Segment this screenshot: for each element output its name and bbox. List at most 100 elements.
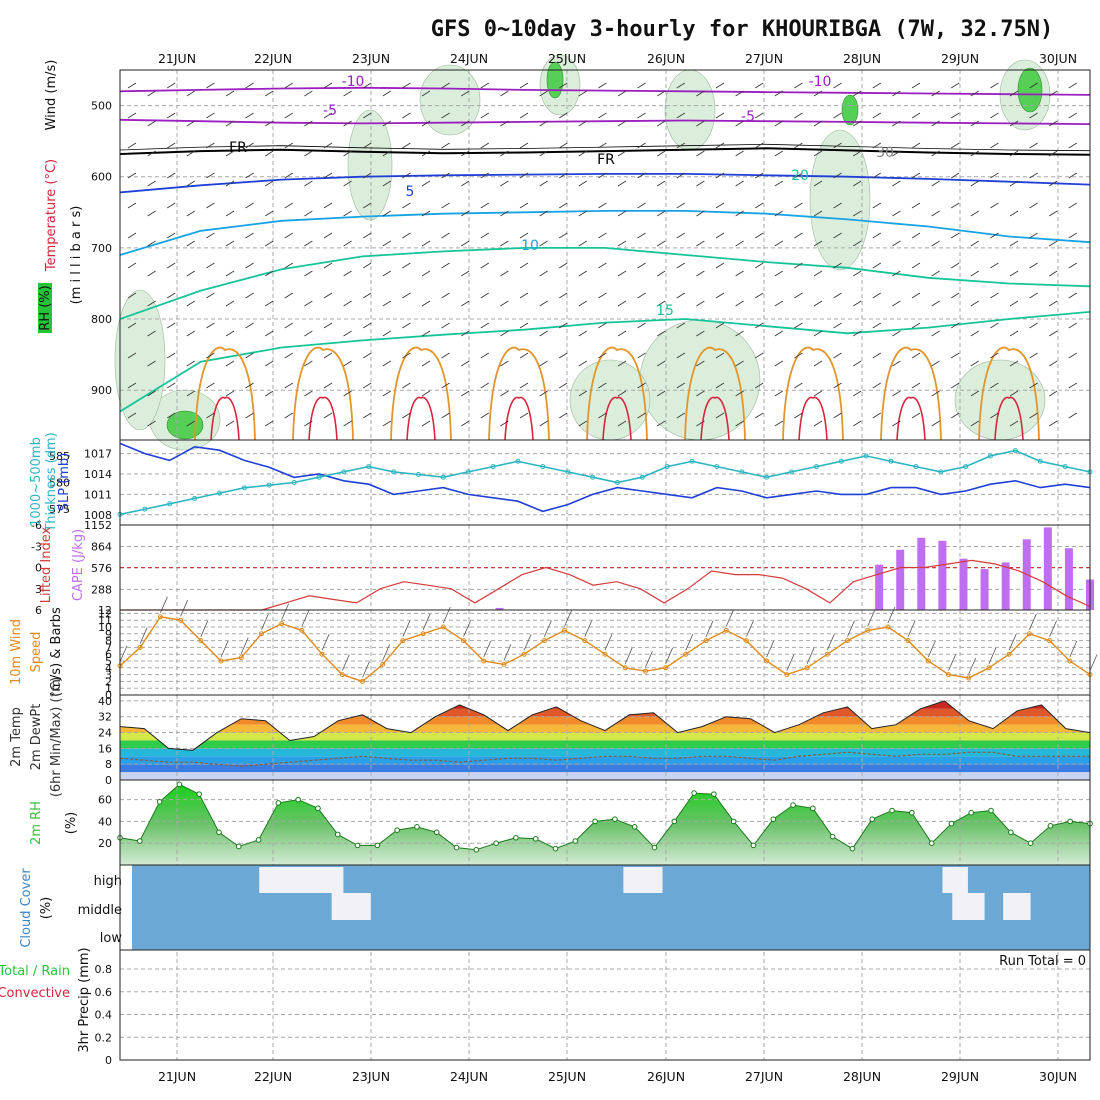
wind-barb xyxy=(147,300,156,307)
wind-barb xyxy=(852,150,862,157)
wind-point xyxy=(541,638,547,644)
wind-barb xyxy=(343,390,352,397)
wind-barb xyxy=(931,300,940,307)
wind-barb xyxy=(1009,210,1019,217)
wind-barb xyxy=(1068,262,1078,269)
wind-barb xyxy=(598,142,607,149)
wind-barb xyxy=(598,412,607,419)
wind-barb xyxy=(656,360,666,367)
wind-barb xyxy=(166,82,176,89)
wind-barb xyxy=(696,330,705,337)
wind-barb xyxy=(343,420,352,427)
pressure-tick: 700 xyxy=(91,242,112,255)
contour-label: 20 xyxy=(791,168,809,184)
rh-point xyxy=(374,842,381,849)
wind-barb xyxy=(519,142,529,149)
wind-barb xyxy=(1009,360,1019,367)
wind-barb xyxy=(794,352,803,359)
label-2m-dewpt: 2m DewPt xyxy=(29,704,44,771)
wind-tick: 3 xyxy=(105,669,112,682)
wind-barb xyxy=(911,82,921,89)
rh-point xyxy=(631,824,638,830)
wind-barb xyxy=(421,300,431,307)
wind-barb xyxy=(656,300,666,307)
wind-barb xyxy=(558,112,568,119)
rh-shade xyxy=(419,64,481,136)
wind-barb xyxy=(441,172,450,179)
rh-point xyxy=(1008,829,1014,836)
wind-barb xyxy=(656,120,666,127)
wind-barb xyxy=(676,142,686,149)
contour-label: -5 xyxy=(323,103,337,119)
thickness-point xyxy=(465,469,471,475)
wind-barb xyxy=(147,240,156,247)
precip-tick: 0.6 xyxy=(95,986,113,999)
wind-barb xyxy=(343,180,352,187)
wind-barb xyxy=(500,240,509,247)
hot-contour xyxy=(210,396,240,441)
slp-tick: 1014 xyxy=(84,468,112,481)
wind-point xyxy=(683,651,689,657)
wind-barb xyxy=(715,322,725,329)
wind-barb xyxy=(852,90,862,97)
wind-barb xyxy=(402,412,411,419)
wind-barb xyxy=(147,420,156,427)
thickness-point xyxy=(366,464,372,470)
wind-barb xyxy=(480,322,490,329)
wind-barb xyxy=(990,172,999,179)
wind-barb xyxy=(950,262,960,269)
wind-barb xyxy=(519,292,529,299)
label-millibars: (m i l l i b a r s) xyxy=(69,206,84,305)
wind-barb xyxy=(833,262,842,269)
temp-panel: 0 8 16 24 32 40 xyxy=(98,695,1091,787)
wind-barb xyxy=(578,150,588,157)
date-label-bottom: 29JUN xyxy=(941,1069,979,1084)
wind-barb xyxy=(500,300,509,307)
wind-barb xyxy=(186,300,196,307)
wind-barb xyxy=(931,390,940,397)
wind-barb xyxy=(225,330,235,337)
hot-contour xyxy=(602,396,632,441)
wind-barb xyxy=(225,150,235,157)
label-temp-minmax: (6hr Min/Max) (°C) xyxy=(49,677,64,797)
wind-barb xyxy=(225,270,235,277)
date-label-bottom: 25JUN xyxy=(548,1069,586,1084)
wind-barb xyxy=(519,382,529,389)
wind-barb xyxy=(735,240,744,247)
rh-point xyxy=(532,836,539,842)
surface-barb xyxy=(988,647,997,664)
warm-contour xyxy=(978,346,1040,441)
wind-barb xyxy=(970,150,980,157)
wind-barb xyxy=(264,180,274,187)
wind-barb xyxy=(206,112,215,119)
wind-barb xyxy=(1068,232,1078,239)
wind-barb xyxy=(774,300,784,307)
surface-barb xyxy=(645,651,653,668)
wind-barb xyxy=(186,420,196,427)
wind-barb xyxy=(578,270,588,277)
rh-point xyxy=(810,805,816,812)
wind-barb xyxy=(794,232,803,239)
wind-barb xyxy=(637,292,646,299)
wind-barb xyxy=(794,412,803,419)
rh-point xyxy=(334,831,341,838)
wind-barb xyxy=(382,90,392,97)
thickness-point xyxy=(714,464,720,470)
precip-tick: 0.4 xyxy=(95,1009,113,1022)
wind-barb xyxy=(186,390,196,397)
isotherm-15 xyxy=(119,247,1091,320)
wind-barb xyxy=(970,360,980,367)
wind-barb xyxy=(931,330,940,337)
surface-barb xyxy=(180,600,188,617)
wind-barb xyxy=(872,232,882,239)
wind-barb xyxy=(147,120,156,127)
wind-barb xyxy=(480,232,490,239)
wind-barb xyxy=(950,382,960,389)
wind-barb xyxy=(813,360,823,367)
wind-barb xyxy=(382,330,392,337)
wind-tick: 7 xyxy=(105,641,112,654)
surface-barb xyxy=(119,645,128,662)
thickness-point xyxy=(1012,448,1018,454)
wind-barb xyxy=(754,382,764,389)
wind-barb xyxy=(402,82,411,89)
